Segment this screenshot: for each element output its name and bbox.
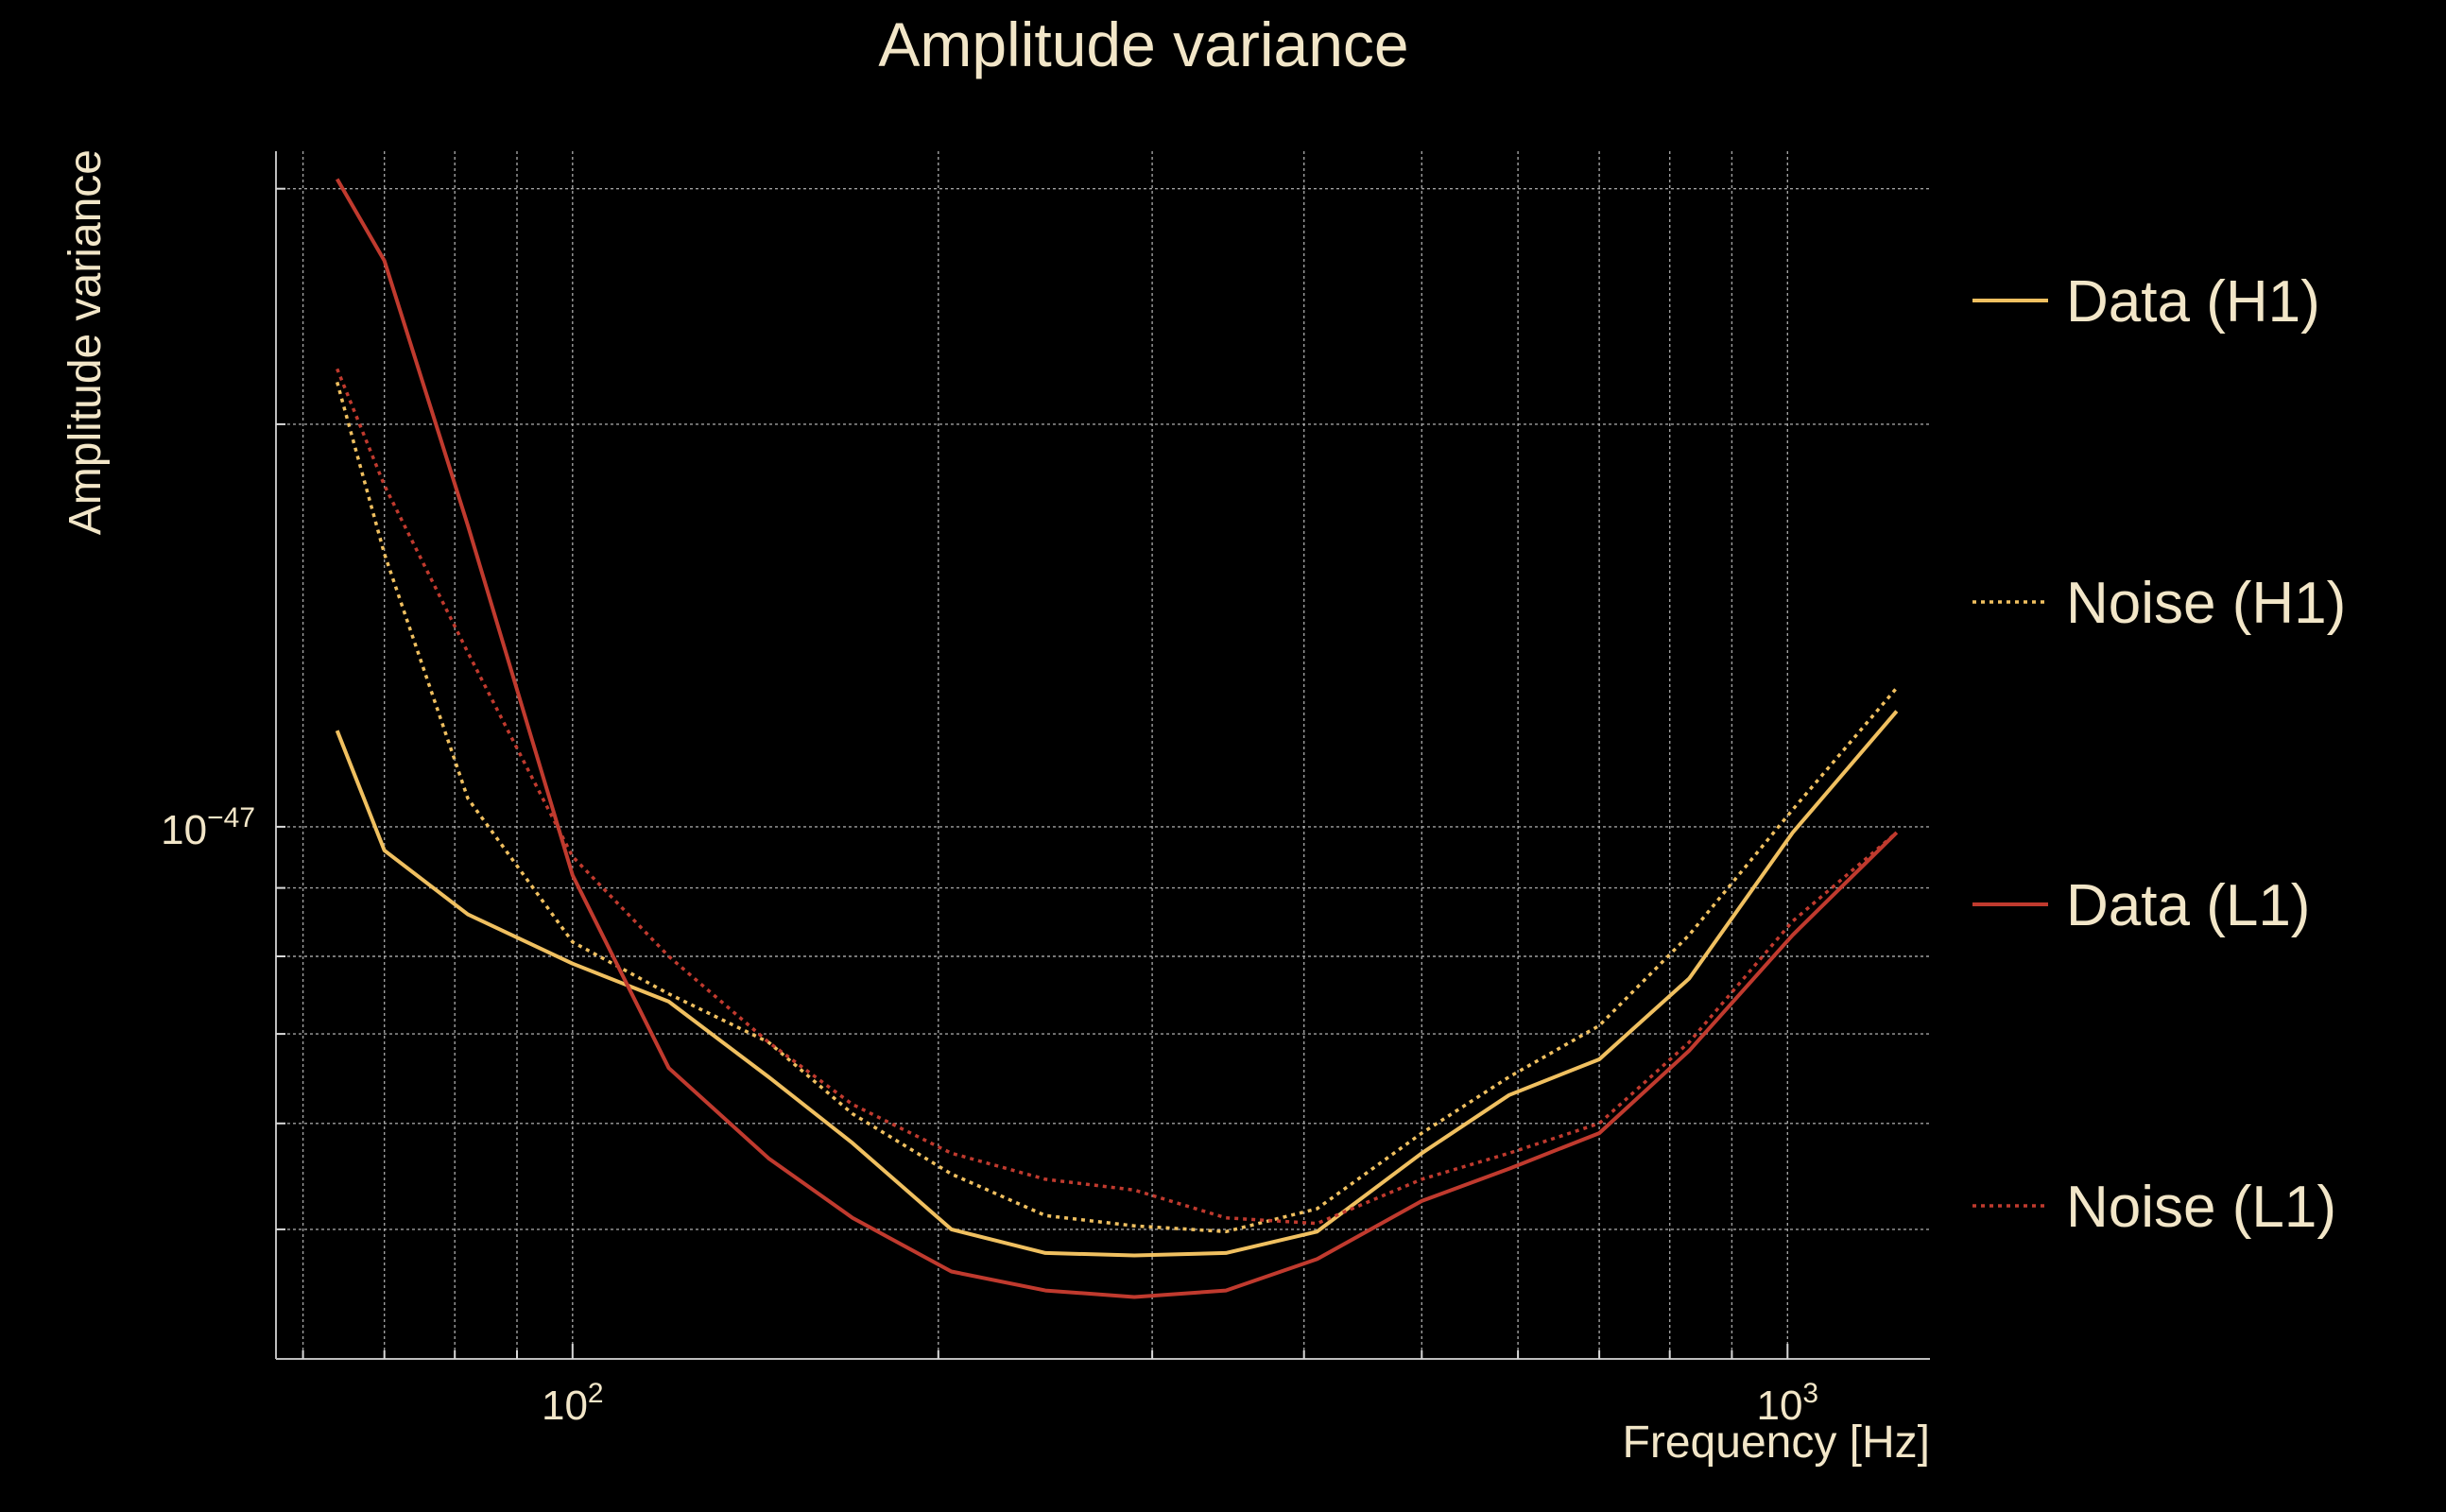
- y-tick-label: 10−47: [161, 802, 255, 853]
- legend-label-0: Data (H1): [2066, 269, 2320, 335]
- legend-label-3: Noise (L1): [2066, 1175, 2336, 1240]
- series-line-1: [336, 381, 1899, 1234]
- series-line-2: [335, 178, 1899, 1299]
- ticks: [276, 187, 1789, 1359]
- tick-labels: 102 103 10−47: [161, 802, 1818, 1429]
- legend-label-1: Noise (H1): [2066, 571, 2346, 636]
- y-axis-label: Amplitude variance: [60, 149, 111, 535]
- x-tick-label: 103: [1756, 1378, 1818, 1429]
- legend: Data (H1) Noise (H1) Data (L1) Noise (L1): [1972, 269, 2346, 1240]
- x-tick-label: 102: [542, 1378, 604, 1429]
- series-line-3: [336, 368, 1898, 1226]
- axes: [275, 151, 1930, 1360]
- chart-title: Amplitude variance: [878, 9, 1408, 79]
- series-line-0: [335, 710, 1899, 1258]
- x-axis-label: Frequency [Hz]: [1623, 1418, 1930, 1468]
- legend-label-2: Data (L1): [2066, 873, 2310, 938]
- grid: [276, 151, 1930, 1359]
- series-lines: [335, 178, 1899, 1299]
